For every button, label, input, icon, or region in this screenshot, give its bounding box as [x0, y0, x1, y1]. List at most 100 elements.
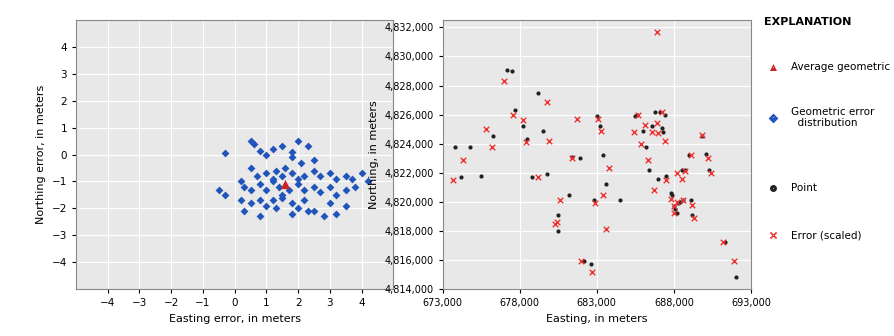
- Point: [329, 176, 343, 181]
- Point: [650, 29, 664, 35]
- Point: [323, 184, 337, 190]
- Point: [291, 181, 306, 187]
- Point: [685, 202, 699, 207]
- Text: ●: ●: [773, 117, 774, 118]
- Text: Geometric error
  distribution: Geometric error distribution: [791, 107, 874, 128]
- Point: [237, 184, 251, 190]
- Point: [266, 179, 280, 184]
- Point: [561, 192, 576, 197]
- Point: [298, 198, 312, 203]
- Point: [506, 112, 520, 117]
- Point: [474, 173, 488, 178]
- Point: [519, 139, 533, 145]
- Text: Average geometric error: Average geometric error: [791, 62, 894, 72]
- Point: [284, 149, 299, 155]
- Point: [673, 199, 687, 205]
- Point: [695, 134, 709, 139]
- Point: [531, 174, 545, 180]
- Point: [766, 115, 780, 120]
- Point: [446, 177, 460, 183]
- Point: [659, 173, 673, 178]
- Point: [676, 198, 690, 203]
- Point: [569, 116, 584, 122]
- Point: [766, 185, 780, 191]
- Point: [275, 144, 290, 149]
- Point: [702, 167, 716, 172]
- Point: [548, 221, 562, 226]
- Point: [455, 157, 469, 162]
- Point: [670, 170, 684, 175]
- Point: [766, 65, 780, 70]
- Point: [234, 198, 249, 203]
- Point: [218, 151, 232, 156]
- Point: [269, 168, 283, 173]
- Point: [540, 171, 554, 177]
- Point: [361, 179, 375, 184]
- Point: [243, 165, 257, 171]
- Point: [645, 129, 660, 135]
- Point: [648, 109, 662, 114]
- Point: [593, 124, 607, 129]
- Point: [259, 203, 274, 208]
- Point: [505, 68, 519, 74]
- Point: [552, 198, 567, 203]
- Point: [637, 122, 652, 127]
- Point: [565, 156, 579, 161]
- Point: [682, 153, 696, 158]
- Point: [678, 167, 692, 172]
- Point: [508, 108, 522, 113]
- Point: [540, 99, 554, 104]
- Point: [294, 160, 308, 165]
- Point: [253, 148, 267, 153]
- Point: [259, 171, 274, 176]
- Point: [300, 144, 315, 149]
- Point: [663, 191, 678, 196]
- Point: [448, 144, 462, 149]
- Text: ●: ●: [773, 235, 774, 236]
- Point: [766, 233, 780, 238]
- Point: [639, 144, 654, 149]
- Point: [585, 269, 599, 274]
- Point: [635, 141, 649, 146]
- Point: [266, 198, 280, 203]
- Point: [656, 129, 670, 135]
- Point: [631, 112, 645, 117]
- Point: [627, 129, 641, 135]
- Point: [339, 187, 353, 192]
- Point: [212, 187, 226, 192]
- Point: [454, 174, 468, 180]
- Point: [266, 146, 280, 152]
- Point: [542, 138, 556, 143]
- Point: [329, 211, 343, 216]
- Point: [642, 167, 656, 172]
- Point: [307, 168, 321, 173]
- Text: EXPLANATION: EXPLANATION: [764, 17, 852, 27]
- Point: [284, 155, 299, 160]
- Point: [307, 157, 321, 163]
- Point: [234, 179, 249, 184]
- Point: [463, 144, 477, 149]
- Point: [516, 124, 530, 129]
- Text: ●: ●: [773, 67, 774, 68]
- Point: [243, 200, 257, 206]
- Point: [525, 174, 539, 180]
- Point: [646, 187, 661, 193]
- Text: Error (scaled): Error (scaled): [791, 230, 862, 240]
- Point: [687, 215, 701, 220]
- Point: [550, 219, 564, 225]
- Point: [574, 259, 588, 264]
- Point: [657, 138, 671, 143]
- Point: [588, 201, 603, 206]
- Y-axis label: Northing, in meters: Northing, in meters: [368, 100, 378, 209]
- Point: [329, 192, 343, 198]
- Point: [716, 240, 730, 245]
- Point: [266, 176, 280, 181]
- Point: [599, 182, 613, 187]
- Point: [578, 259, 592, 264]
- Point: [253, 198, 267, 203]
- Point: [591, 116, 605, 122]
- Point: [520, 137, 535, 142]
- Point: [485, 144, 499, 149]
- Point: [674, 176, 688, 181]
- Point: [685, 212, 699, 217]
